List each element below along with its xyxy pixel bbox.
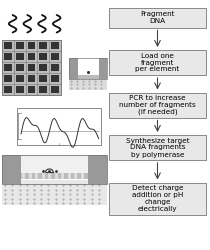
Bar <box>99 58 107 78</box>
Bar <box>51 53 59 60</box>
Bar <box>4 86 12 93</box>
Text: Synthesize target
DNA fragments
by polymerase: Synthesize target DNA fragments by polym… <box>126 138 189 158</box>
Bar <box>2 155 21 184</box>
Bar <box>51 86 59 93</box>
Text: PCR to increase
number of fragments
(if needed): PCR to increase number of fragments (if … <box>119 95 196 115</box>
Text: Detect charge
addition or pH
change
electrically: Detect charge addition or pH change elec… <box>132 185 183 212</box>
Bar <box>4 42 12 49</box>
Bar <box>109 92 206 118</box>
Bar <box>22 173 25 179</box>
Bar <box>16 75 24 82</box>
Bar <box>39 42 47 49</box>
Bar <box>109 182 206 215</box>
Bar <box>39 53 47 60</box>
Bar <box>68 173 71 179</box>
Bar <box>2 40 61 95</box>
Bar <box>4 64 12 71</box>
Bar <box>28 86 35 93</box>
Bar <box>2 155 107 184</box>
Bar <box>16 53 24 60</box>
Bar <box>42 173 45 179</box>
Bar <box>69 76 107 90</box>
Bar <box>21 156 88 173</box>
Bar <box>88 155 107 184</box>
Text: Load one
fragment
per element: Load one fragment per element <box>135 52 180 72</box>
Bar <box>48 173 51 179</box>
Bar <box>81 173 84 179</box>
Bar <box>35 173 38 179</box>
Bar <box>51 75 59 82</box>
Bar <box>28 64 35 71</box>
Bar <box>51 64 59 71</box>
Bar <box>4 75 12 82</box>
Bar <box>55 173 58 179</box>
Bar <box>16 64 24 71</box>
Bar <box>39 75 47 82</box>
Bar <box>69 58 78 78</box>
Bar <box>4 53 12 60</box>
Bar <box>16 42 24 49</box>
Bar <box>74 173 77 179</box>
Bar <box>51 42 59 49</box>
Bar <box>78 75 99 78</box>
Bar <box>16 86 24 93</box>
Bar <box>21 173 88 179</box>
Bar <box>109 135 206 160</box>
Bar <box>28 75 35 82</box>
Bar <box>17 108 101 145</box>
Bar <box>39 64 47 71</box>
Bar <box>109 50 206 75</box>
Bar <box>69 58 107 78</box>
Bar <box>39 86 47 93</box>
Bar <box>109 8 206 28</box>
Bar <box>28 42 35 49</box>
Bar <box>2 180 107 205</box>
Text: Fragment
DNA: Fragment DNA <box>140 11 175 24</box>
Bar <box>28 53 35 60</box>
Bar <box>61 173 64 179</box>
Bar <box>29 173 32 179</box>
